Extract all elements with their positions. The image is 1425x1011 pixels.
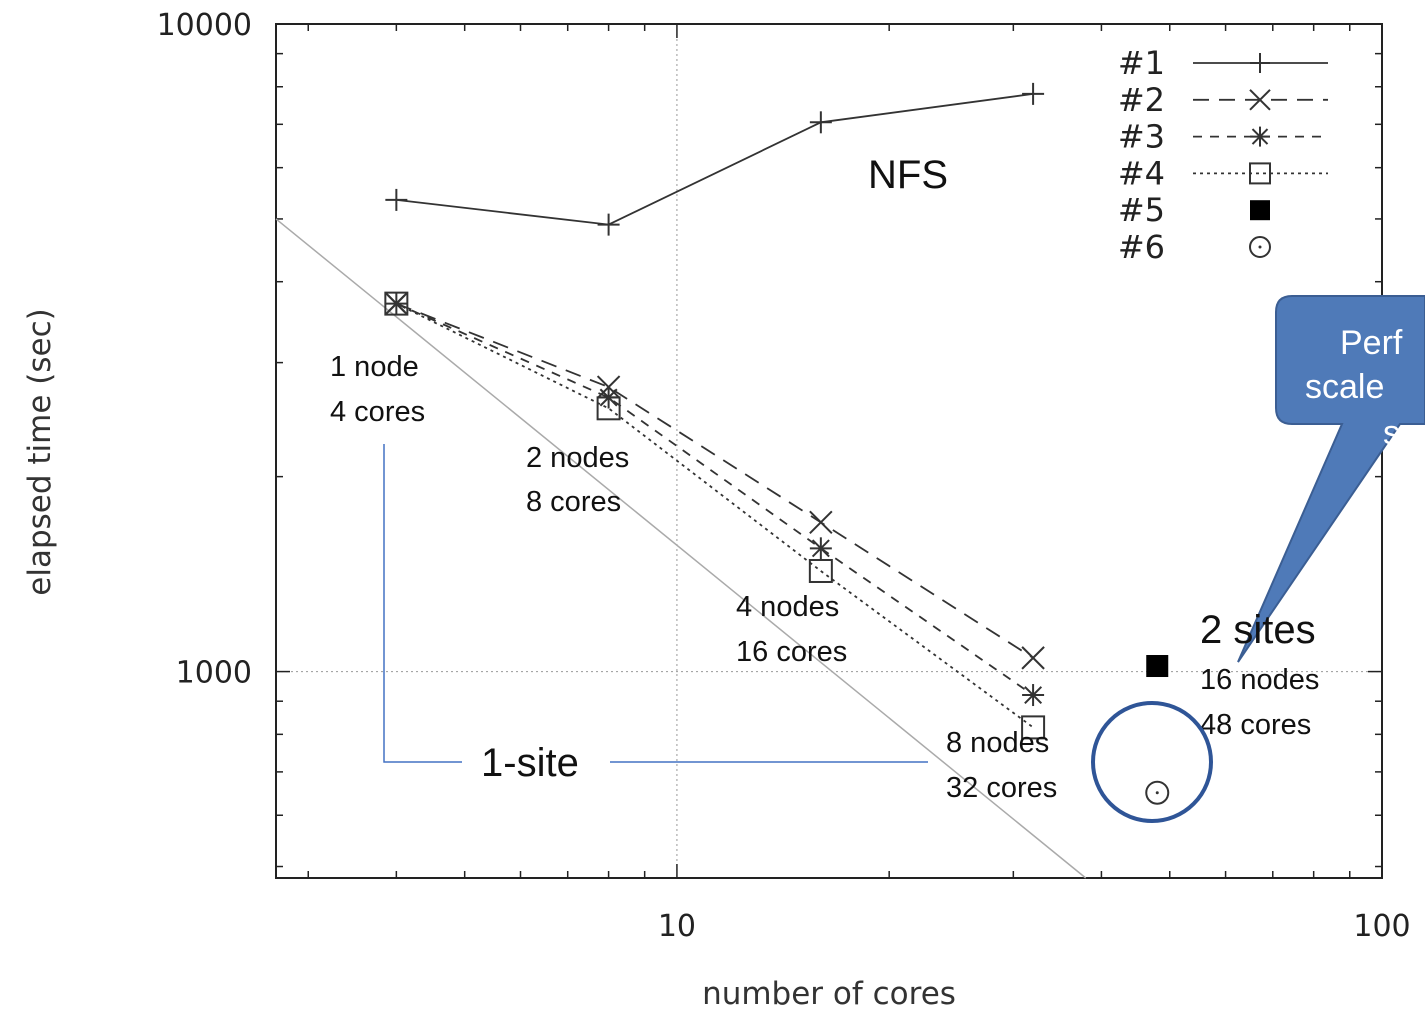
highlight-circle [1091,701,1213,823]
legend-marker [1249,89,1271,111]
x-tick-label: 100 [1353,909,1410,944]
y-tick-label: 10000 [157,8,252,43]
plot-frame [275,23,1383,879]
series-4-line [395,302,1034,729]
series-6 [1145,780,1170,805]
annotation-8nodes: 8 nodes [946,727,1049,759]
series-5 [1146,655,1169,678]
y-tick-label: 1000 [176,656,252,691]
y-axis-label: elapsed time (sec) [22,308,58,595]
series-4-point [1021,715,1046,740]
series-1-point [385,188,408,211]
legend-label: #3 [1118,118,1165,156]
annotation-16nodes: 16 nodes [1200,664,1319,696]
series-1-point [809,111,832,134]
annotation-16cores: 16 cores [736,636,847,668]
series-3-point [1022,684,1045,707]
callout-text-1: Perf [1340,324,1403,362]
series-1-point [1022,82,1045,105]
series-1 [385,82,1045,236]
legend-label: #6 [1118,228,1165,266]
annotation-2nodes: 2 nodes [526,442,629,474]
series-4-point [808,558,833,583]
annotation-1node: 1 node [330,351,419,383]
legend-label: #4 [1118,154,1165,192]
axis-ticks: 10 100 1000 10000 [157,8,1411,944]
x-axis-label: number of cores [702,976,956,1011]
legend-marker [1249,162,1271,185]
reference-line [275,218,1087,879]
annotation-48cores: 48 cores [1200,709,1311,741]
legend-label: #5 [1118,191,1165,229]
series-2-point [1021,646,1045,670]
legend-marker [1250,126,1270,147]
series-4-point [596,396,621,421]
series-4-point [384,291,409,316]
x-tick-label: 10 [658,909,696,944]
legend-label: #1 [1118,44,1165,82]
one-site-bracket-left [383,444,462,763]
grid [276,24,1382,878]
ideal-scaling-line [275,218,1087,879]
series-2-point [809,510,833,535]
series-5-point [1146,655,1169,678]
callout-text-2: scale [1305,368,1384,406]
legend-label: #2 [1118,81,1165,119]
annotation-32cores: 32 cores [946,772,1057,804]
two-sites-label: 2 sites [1200,608,1316,652]
series-4 [384,291,1046,740]
series-1-point [597,213,620,236]
series-3-line [395,302,1034,696]
legend-marker [1249,236,1271,258]
callout-text-3: s [1383,414,1400,452]
legend-marker [1250,53,1270,73]
annotation-4cores: 4 cores [330,396,425,428]
series-3-point [809,537,832,560]
callout-bubble [1237,295,1425,663]
legend: #1#2#3#4#5#6 [1118,44,1328,266]
annotation-8cores: 8 cores [526,486,621,518]
series-group [384,82,1170,805]
series-3 [385,292,1045,707]
one-site-label: 1-site [481,741,579,785]
nfs-label: NFS [868,153,948,197]
series-2 [384,291,1045,670]
annotation-4nodes: 4 nodes [736,591,839,623]
series-6-point [1145,780,1170,805]
series-1-line [396,92,1034,226]
series-2-line [396,302,1034,659]
legend-marker [1250,200,1270,221]
